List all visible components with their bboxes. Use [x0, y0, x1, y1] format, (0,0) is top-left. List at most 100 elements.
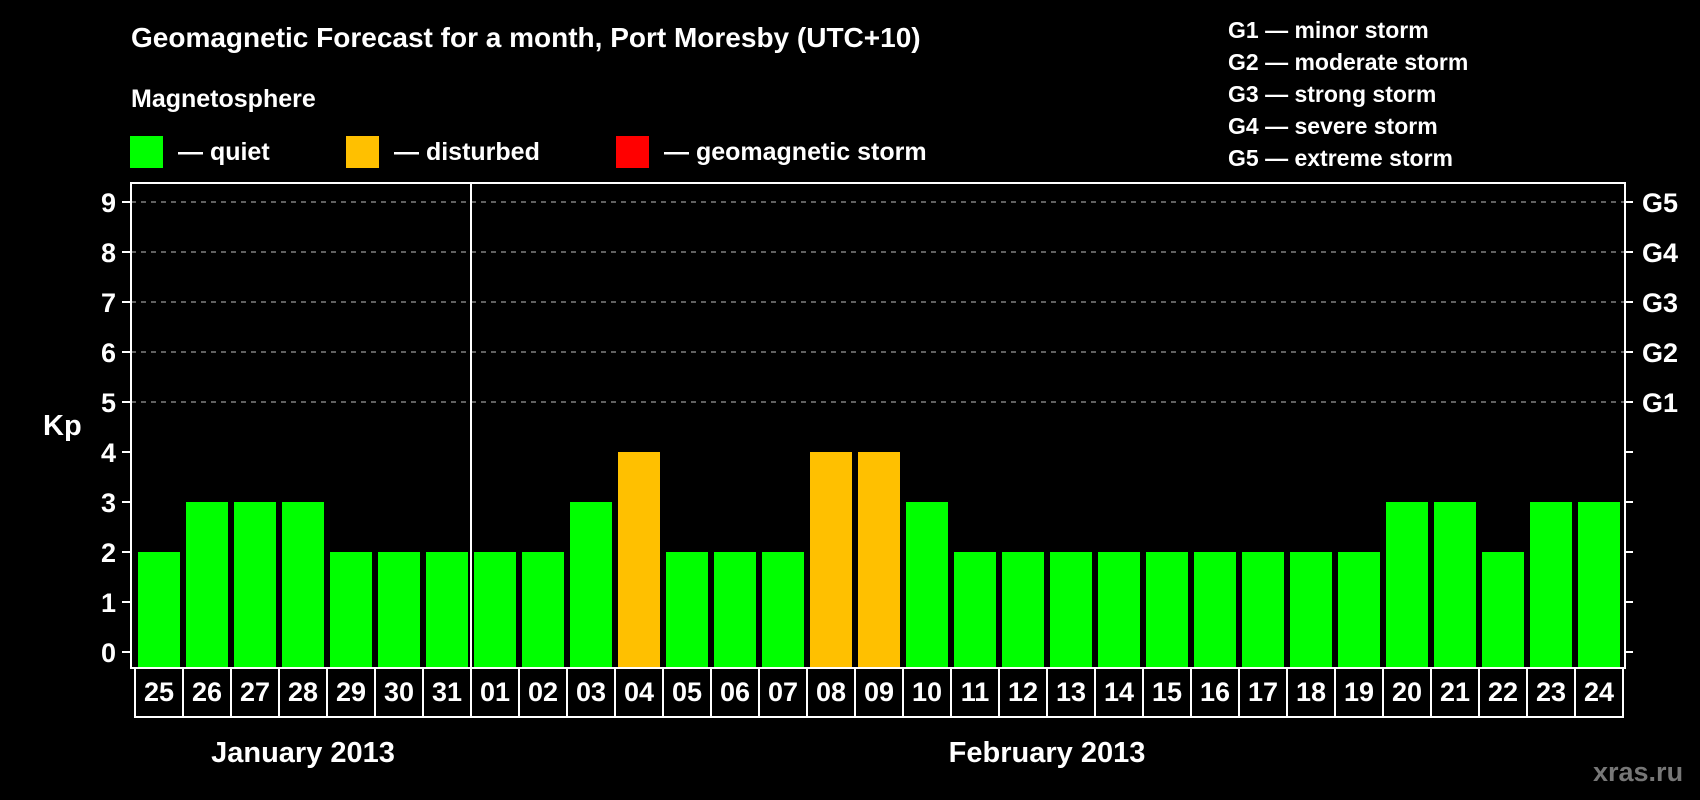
- bar-03: [570, 502, 612, 668]
- g-scale-g1: G1 — minor storm: [1228, 17, 1429, 43]
- day-label: 10: [912, 677, 942, 707]
- day-label: 29: [336, 677, 366, 707]
- day-label: 26: [192, 677, 222, 707]
- magnetosphere-heading: Magnetosphere: [131, 85, 316, 113]
- legend-item-disturbed: — disturbed: [346, 135, 540, 168]
- day-label: 25: [144, 677, 174, 707]
- legend-item-quiet: — quiet: [130, 135, 270, 168]
- g-scale-g2: G2 — moderate storm: [1228, 49, 1469, 75]
- day-row-border: [134, 667, 1624, 718]
- bar-01: [474, 552, 516, 668]
- legend-label-quiet: — quiet: [178, 137, 270, 166]
- bar-08: [810, 452, 852, 668]
- bar-09: [858, 452, 900, 668]
- y-tick-label: 1: [101, 588, 116, 618]
- day-label: 15: [1152, 677, 1182, 707]
- day-label: 16: [1200, 677, 1230, 707]
- g-scale-g5: G5 — extreme storm: [1228, 145, 1453, 171]
- bar-25: [138, 552, 180, 668]
- month-label-february: February 2013: [948, 737, 1146, 769]
- bar-31: [426, 552, 468, 668]
- day-label: 03: [576, 677, 606, 707]
- day-label: 21: [1440, 677, 1470, 707]
- day-label: 01: [480, 677, 510, 707]
- day-label: 14: [1104, 677, 1134, 707]
- day-label: 23: [1536, 677, 1566, 707]
- day-label: 08: [816, 677, 846, 707]
- day-label: 13: [1056, 677, 1086, 707]
- day-label: 12: [1008, 677, 1038, 707]
- bar-12: [1002, 552, 1044, 668]
- day-label: 11: [961, 677, 990, 707]
- day-label: 19: [1344, 677, 1374, 707]
- day-label: 20: [1392, 677, 1422, 707]
- y-tick-label: 2: [101, 538, 116, 568]
- bar-17: [1242, 552, 1284, 668]
- g-level-label: G1: [1642, 388, 1678, 418]
- bar-30: [378, 552, 420, 668]
- bar-10: [906, 502, 948, 668]
- bar-14: [1098, 552, 1140, 668]
- legend-label-disturbed: — disturbed: [394, 137, 540, 166]
- chart-title: Geomagnetic Forecast for a month, Port M…: [131, 22, 921, 53]
- day-label: 05: [672, 677, 702, 707]
- bar-05: [666, 552, 708, 668]
- bar-13: [1050, 552, 1092, 668]
- y-tick-label: 7: [101, 288, 116, 318]
- disturbed-swatch-icon: [346, 135, 379, 168]
- watermark: xras.ru: [1593, 757, 1684, 787]
- y-tick-label: 5: [101, 388, 116, 418]
- bar-20: [1386, 502, 1428, 668]
- g-level-label: G4: [1642, 238, 1678, 268]
- bar-29: [330, 552, 372, 668]
- y-tick-label: 6: [101, 338, 116, 368]
- gridlines: [131, 201, 1625, 403]
- bar-26: [186, 502, 228, 668]
- day-label: 22: [1488, 677, 1518, 707]
- storm-swatch-icon: [616, 135, 649, 168]
- g-level-label: G5: [1642, 188, 1678, 218]
- y-tick-label: 3: [101, 488, 116, 518]
- y-tick-label: 4: [101, 438, 116, 468]
- bar-16: [1194, 552, 1236, 668]
- y-axis-label: Kp: [43, 410, 82, 442]
- y-tick-label: 9: [101, 188, 116, 218]
- bar-28: [282, 502, 324, 668]
- g-scale-g3: G3 — strong storm: [1228, 81, 1437, 107]
- bar-22: [1482, 552, 1524, 668]
- g-scale-g4: G4 — severe storm: [1228, 113, 1438, 139]
- day-label: 04: [624, 677, 654, 707]
- day-label: 06: [720, 677, 750, 707]
- legend-label-storm: — geomagnetic storm: [664, 137, 927, 166]
- y-tick-label: 8: [101, 238, 116, 268]
- day-label: 31: [432, 677, 462, 707]
- day-label: 24: [1584, 677, 1614, 707]
- y-tick-label: 0: [101, 638, 116, 668]
- day-labels: 25 26 27 28 29 30 31 01 02 03 04 05 06 07 08 09 10 11 12 13…: [134, 667, 1624, 718]
- bar-18: [1290, 552, 1332, 668]
- day-label: 17: [1248, 677, 1278, 707]
- day-label: 02: [528, 677, 558, 707]
- g-level-label: G2: [1642, 338, 1678, 368]
- bar-23: [1530, 502, 1572, 668]
- day-label: 28: [288, 677, 318, 707]
- bar-24: [1578, 502, 1620, 668]
- bar-11: [954, 552, 996, 668]
- left-axis: 0 1 2 3 4 5 6 7 8 9: [101, 188, 131, 668]
- day-label: 30: [384, 677, 414, 707]
- bar-15: [1146, 552, 1188, 668]
- bar-02: [522, 552, 564, 668]
- legend-item-storm: — geomagnetic storm: [616, 135, 927, 168]
- day-label: 18: [1296, 677, 1326, 707]
- right-axis-g-levels: G1 G2 G3 G4 G5: [1625, 188, 1678, 653]
- month-label-january: January 2013: [211, 737, 395, 769]
- bar-21: [1434, 502, 1476, 668]
- g-scale-legend: G1 — minor storm G2 — moderate storm G3 …: [1228, 14, 1468, 174]
- bar-06: [714, 552, 756, 668]
- bar-07: [762, 552, 804, 668]
- g-level-label: G3: [1642, 288, 1678, 318]
- day-label: 09: [864, 677, 894, 707]
- day-label: 27: [240, 677, 270, 707]
- bars: [138, 452, 1620, 668]
